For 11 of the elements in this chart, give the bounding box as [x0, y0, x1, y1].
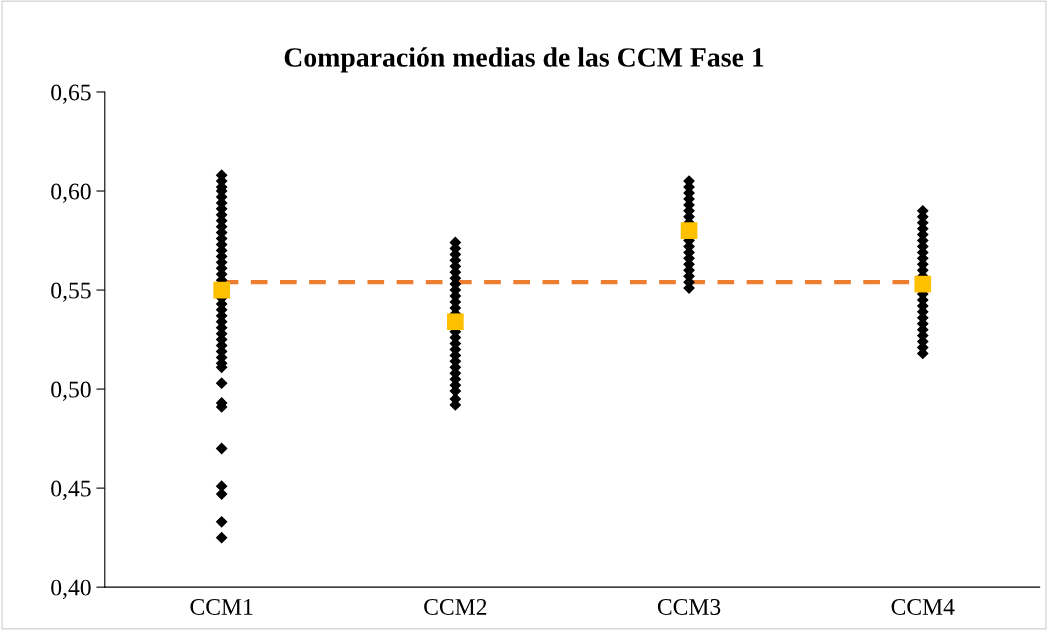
x-tick-label: CCM4 [891, 599, 955, 615]
chart-title: Comparación medias de las CCM Fase 1 [284, 47, 764, 73]
y-tick-label: 0,40 [51, 579, 91, 599]
x-tick-label: CCM3 [657, 599, 721, 615]
y-tick-label: 0,65 [51, 84, 91, 104]
y-tick-label: 0,60 [51, 183, 91, 203]
y-tick-label: 0,45 [51, 480, 91, 500]
x-tick-label: CCM2 [424, 599, 487, 615]
x-tick-label: CCM1 [190, 599, 253, 615]
y-tick-label: 0,55 [51, 282, 91, 302]
y-tick-label: 0,50 [51, 381, 91, 401]
